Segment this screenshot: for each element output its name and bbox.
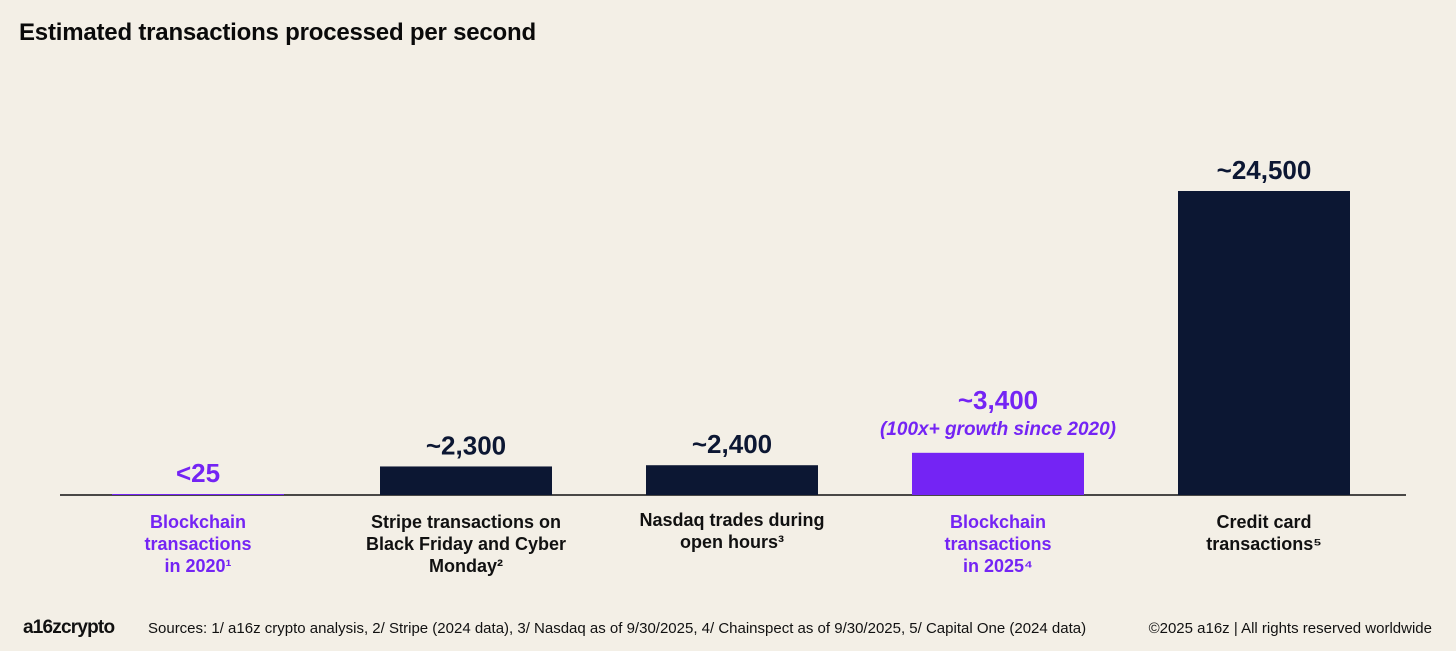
value-label-3: ~2,400 xyxy=(692,429,772,459)
category-label-5: transactions⁵ xyxy=(1206,534,1322,554)
bar-3 xyxy=(646,465,818,495)
bar-4 xyxy=(912,452,1084,495)
category-label-3: open hours³ xyxy=(680,532,784,552)
bar-5 xyxy=(1178,191,1350,495)
category-label-1: transactions xyxy=(144,534,251,554)
category-label-2: Black Friday and Cyber xyxy=(366,534,566,554)
value-label-1: <25 xyxy=(176,458,220,488)
annotation-label-4: (100x+ growth since 2020) xyxy=(880,419,1116,440)
category-label-5: Credit card xyxy=(1216,512,1311,532)
bar-2 xyxy=(380,466,552,495)
value-label-2: ~2,300 xyxy=(426,430,506,460)
copyright-note: ©2025 a16z | All rights reserved worldwi… xyxy=(1148,620,1432,637)
category-label-1: Blockchain xyxy=(150,512,246,532)
category-label-2: Monday² xyxy=(429,556,503,576)
category-label-4: transactions xyxy=(944,534,1051,554)
bar-1 xyxy=(112,494,284,495)
sources-note: Sources: 1/ a16z crypto analysis, 2/ Str… xyxy=(148,620,1087,637)
category-label-1: in 2020¹ xyxy=(164,556,231,576)
value-label-5: ~24,500 xyxy=(1217,155,1312,185)
chart-title: Estimated transactions processed per sec… xyxy=(19,19,536,46)
footer: a16zcrypto Sources: 1/ a16z crypto analy… xyxy=(0,615,1456,643)
category-label-4: in 2025⁴ xyxy=(963,556,1033,576)
a16zcrypto-logo: a16zcrypto xyxy=(23,617,115,638)
value-label-4: ~3,400 xyxy=(958,385,1038,415)
category-label-2: Stripe transactions on xyxy=(371,512,561,532)
category-label-3: Nasdaq trades during xyxy=(639,510,824,530)
category-label-4: Blockchain xyxy=(950,512,1046,532)
